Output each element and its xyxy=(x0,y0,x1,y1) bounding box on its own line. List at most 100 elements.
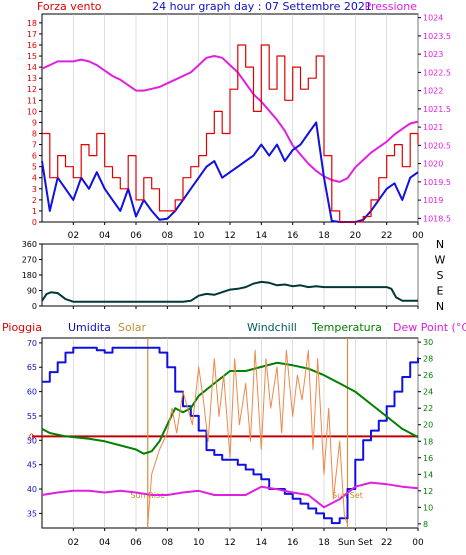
y-tick-label: 8 xyxy=(423,520,428,529)
humidity-temperature-panel: 02 04 06 08 10 12 14 16 18 Sun Set 22 0035404550556… xyxy=(27,337,433,548)
y-tick-label: 24 xyxy=(423,388,433,397)
y-tick-label: 4 xyxy=(32,174,37,183)
y-tick-label: 1018.5 xyxy=(423,214,451,223)
compass-label: E xyxy=(437,285,444,298)
y-tick-label: 18 xyxy=(423,437,433,446)
y-tick-label: 40 xyxy=(27,485,37,494)
y-tick-label: 28 xyxy=(423,355,433,364)
compass-label: N xyxy=(436,300,444,313)
dewpoint-line xyxy=(41,481,419,509)
wind-pressure-panel: 02 04 06 08 10 12 14 16 18 20 22 000123456789101112… xyxy=(27,13,451,241)
x-tick-label: 22 xyxy=(381,538,392,548)
y-tick-label: 1021 xyxy=(423,123,443,132)
x-tick-label: 00 xyxy=(412,538,424,548)
y-tick-label: 30 xyxy=(423,338,433,347)
x-tick-label: 04 xyxy=(99,538,111,548)
y-tick-label: 8 xyxy=(32,129,37,138)
temperature-label: Temperatura xyxy=(311,321,382,334)
y-tick-label: 1 xyxy=(32,207,37,216)
y-tick-label: 65 xyxy=(27,363,37,372)
x-tick-label: 14 xyxy=(256,538,268,548)
y-tick-label: 270 xyxy=(22,256,37,265)
rain-label: Pioggia xyxy=(2,321,42,334)
y-tick-label: 12 xyxy=(27,85,37,94)
x-tick-label: 04 xyxy=(99,231,111,241)
y-tick-label: 14 xyxy=(27,63,37,72)
y-tick-label: 15 xyxy=(27,52,37,61)
y-tick-label: 1020.5 xyxy=(423,141,451,150)
x-tick-label: 14 xyxy=(256,231,268,241)
pressure-line xyxy=(41,55,419,183)
sunrise-label: Sun Rise xyxy=(130,491,165,500)
y-tick-label: 0 xyxy=(32,218,37,227)
compass-label: S xyxy=(437,269,444,282)
dewpoint-label: Dew Point (°C) xyxy=(393,321,466,334)
x-tick-label: 20 xyxy=(350,231,362,241)
y-tick-label: 12 xyxy=(423,487,433,496)
y-tick-label: 2 xyxy=(32,196,37,205)
y-tick-label: 9 xyxy=(32,118,37,127)
y-tick-label: 360 xyxy=(22,240,37,249)
y-tick-label: 90 xyxy=(27,287,37,296)
x-tick-label: 10 xyxy=(193,231,205,241)
humidity-line xyxy=(42,346,419,525)
y-tick-label: 22 xyxy=(423,404,433,413)
y-tick-label: 0 xyxy=(32,302,37,311)
y-tick-label: 1019.5 xyxy=(423,178,451,187)
y-tick-label: 26 xyxy=(423,371,433,380)
y-tick-label: 1019 xyxy=(423,196,443,205)
y-tick-label: 1022 xyxy=(423,87,443,96)
y-tick-label: 55 xyxy=(27,412,37,421)
y-tick-label: 11 xyxy=(27,96,37,105)
y-tick-label: 1023 xyxy=(423,50,443,59)
x-tick-label: 02 xyxy=(68,538,79,548)
x-tick-label: 16 xyxy=(287,231,299,241)
y-tick-label: 16 xyxy=(27,41,37,50)
wind-axis-label: Forza vento xyxy=(37,0,102,13)
pressure-axis-label: Pressione xyxy=(365,0,418,13)
temperature-line xyxy=(41,361,419,455)
solar-line xyxy=(147,349,348,525)
y-tick-label: 1021.5 xyxy=(423,105,451,114)
y-tick-label: 3 xyxy=(32,185,37,194)
x-tick-label: 18 xyxy=(318,231,330,241)
x-tick-label: 18 xyxy=(318,538,330,548)
y-tick-label: 50 xyxy=(27,436,37,445)
x-tick-label: 12 xyxy=(224,231,235,241)
y-tick-label: 60 xyxy=(27,388,37,397)
x-tick-label: 02 xyxy=(68,231,79,241)
compass-label: W xyxy=(435,254,446,267)
y-tick-label: 14 xyxy=(423,470,433,479)
graph-title: 24 hour graph day : 07 Settembre 2021 xyxy=(152,0,372,13)
y-tick-label: 10 xyxy=(27,107,37,116)
y-tick-label: 17 xyxy=(27,30,37,39)
y-tick-label: 1022.5 xyxy=(423,68,451,77)
y-tick-label: 1024 xyxy=(423,14,443,23)
x-tick-label: 08 xyxy=(162,231,174,241)
y-tick-label: 70 xyxy=(27,339,37,348)
y-tick-label: 13 xyxy=(27,74,37,83)
x-tick-label: 16 xyxy=(287,538,299,548)
compass-label: N xyxy=(436,238,444,251)
x-tick-label: 10 xyxy=(193,538,205,548)
rain-zero-label: 0 xyxy=(29,432,34,441)
humidity-label: Umidita xyxy=(68,321,111,334)
y-tick-label: 180 xyxy=(22,271,37,280)
wind-line xyxy=(42,44,419,223)
y-tick-label: 35 xyxy=(27,509,37,518)
x-tick-label: 00 xyxy=(412,231,424,241)
y-tick-label: 20 xyxy=(423,421,433,430)
windchill-label: Windchill xyxy=(247,321,297,334)
x-tick-label: 12 xyxy=(224,538,235,548)
y-tick-label: 1020 xyxy=(423,160,443,169)
x-tick-label: 06 xyxy=(130,538,142,548)
y-tick-label: 1023.5 xyxy=(423,32,451,41)
solar-label: Solar xyxy=(118,321,147,334)
y-tick-label: 6 xyxy=(32,152,37,161)
y-tick-label: 7 xyxy=(32,141,37,150)
y-tick-label: 16 xyxy=(423,454,433,463)
x-tick-label: Sun Set xyxy=(338,538,373,548)
x-tick-label: 06 xyxy=(130,231,142,241)
